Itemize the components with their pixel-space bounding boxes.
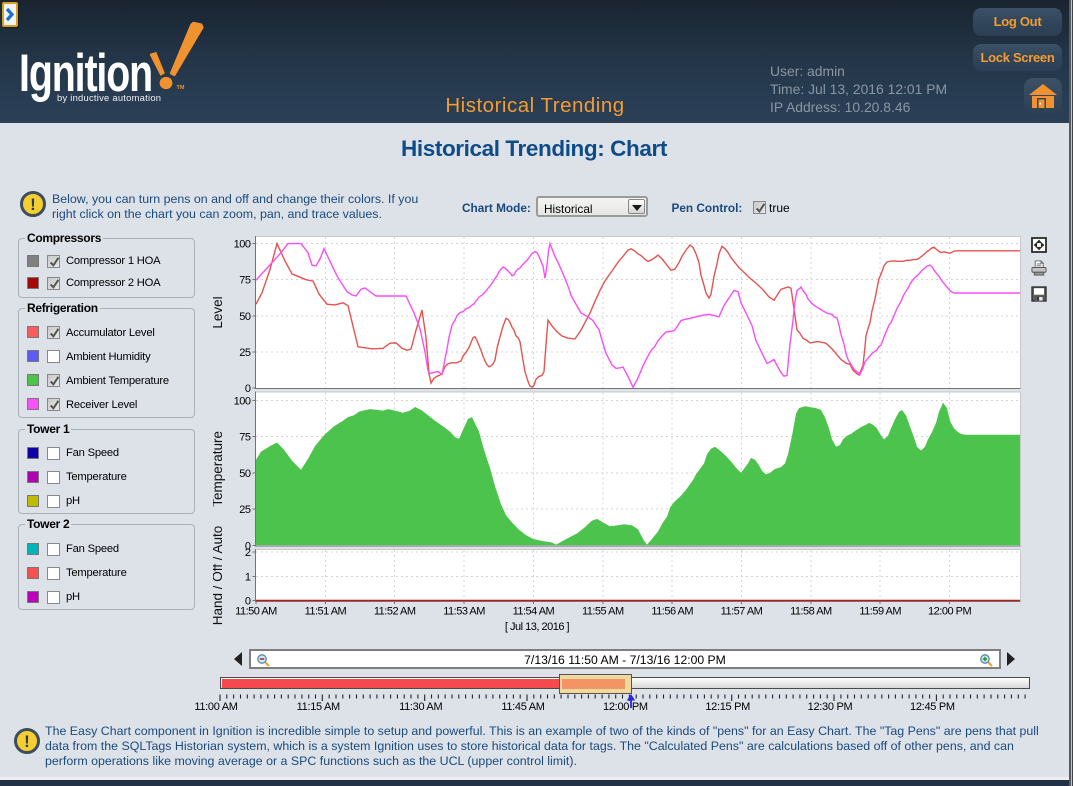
- svg-text:2: 2: [245, 547, 251, 559]
- svg-text:11:56 AM: 11:56 AM: [651, 606, 693, 618]
- svg-text:12:00 PM: 12:00 PM: [928, 606, 971, 618]
- svg-text:Temperature: Temperature: [213, 431, 225, 507]
- svg-text:Hand / Off / Auto: Hand / Off / Auto: [213, 526, 225, 626]
- svg-text:11:30 AM: 11:30 AM: [399, 701, 442, 713]
- svg-text:11:51 AM: 11:51 AM: [305, 606, 347, 618]
- svg-text:0: 0: [245, 540, 251, 552]
- svg-text:0: 0: [245, 596, 251, 608]
- svg-text:75: 75: [239, 275, 251, 287]
- svg-text:11:45 AM: 11:45 AM: [501, 701, 544, 713]
- svg-text:50: 50: [239, 468, 251, 480]
- svg-text:11:50 AM: 11:50 AM: [235, 606, 277, 618]
- svg-text:12:30 PM: 12:30 PM: [808, 701, 853, 713]
- svg-text:11:54 AM: 11:54 AM: [513, 606, 555, 618]
- svg-text:11:59 AM: 11:59 AM: [859, 606, 901, 618]
- svg-text:100: 100: [234, 395, 251, 407]
- svg-text:12:45 PM: 12:45 PM: [910, 701, 955, 713]
- svg-text:11:58 AM: 11:58 AM: [790, 606, 832, 618]
- svg-text:25: 25: [239, 347, 251, 359]
- svg-text:11:57 AM: 11:57 AM: [721, 606, 763, 618]
- svg-text:12:15 PM: 12:15 PM: [705, 701, 750, 713]
- svg-text:11:53 AM: 11:53 AM: [443, 606, 485, 618]
- svg-text:0: 0: [245, 383, 251, 395]
- svg-text:11:55 AM: 11:55 AM: [582, 606, 624, 618]
- svg-text:25: 25: [239, 504, 251, 516]
- svg-text:TM: TM: [177, 85, 185, 91]
- svg-text:12:00 PM: 12:00 PM: [603, 701, 648, 713]
- svg-text:50: 50: [239, 311, 251, 323]
- svg-text:Level: Level: [213, 296, 225, 328]
- svg-text:100: 100: [234, 239, 251, 251]
- svg-text:75: 75: [239, 432, 251, 444]
- svg-text:[ Jul 13, 2016 ]: [ Jul 13, 2016 ]: [505, 621, 570, 633]
- svg-text:11:15 AM: 11:15 AM: [297, 701, 340, 713]
- svg-text:11:52 AM: 11:52 AM: [374, 606, 416, 618]
- svg-text:1: 1: [245, 571, 251, 583]
- svg-text:11:00 AM: 11:00 AM: [194, 701, 237, 713]
